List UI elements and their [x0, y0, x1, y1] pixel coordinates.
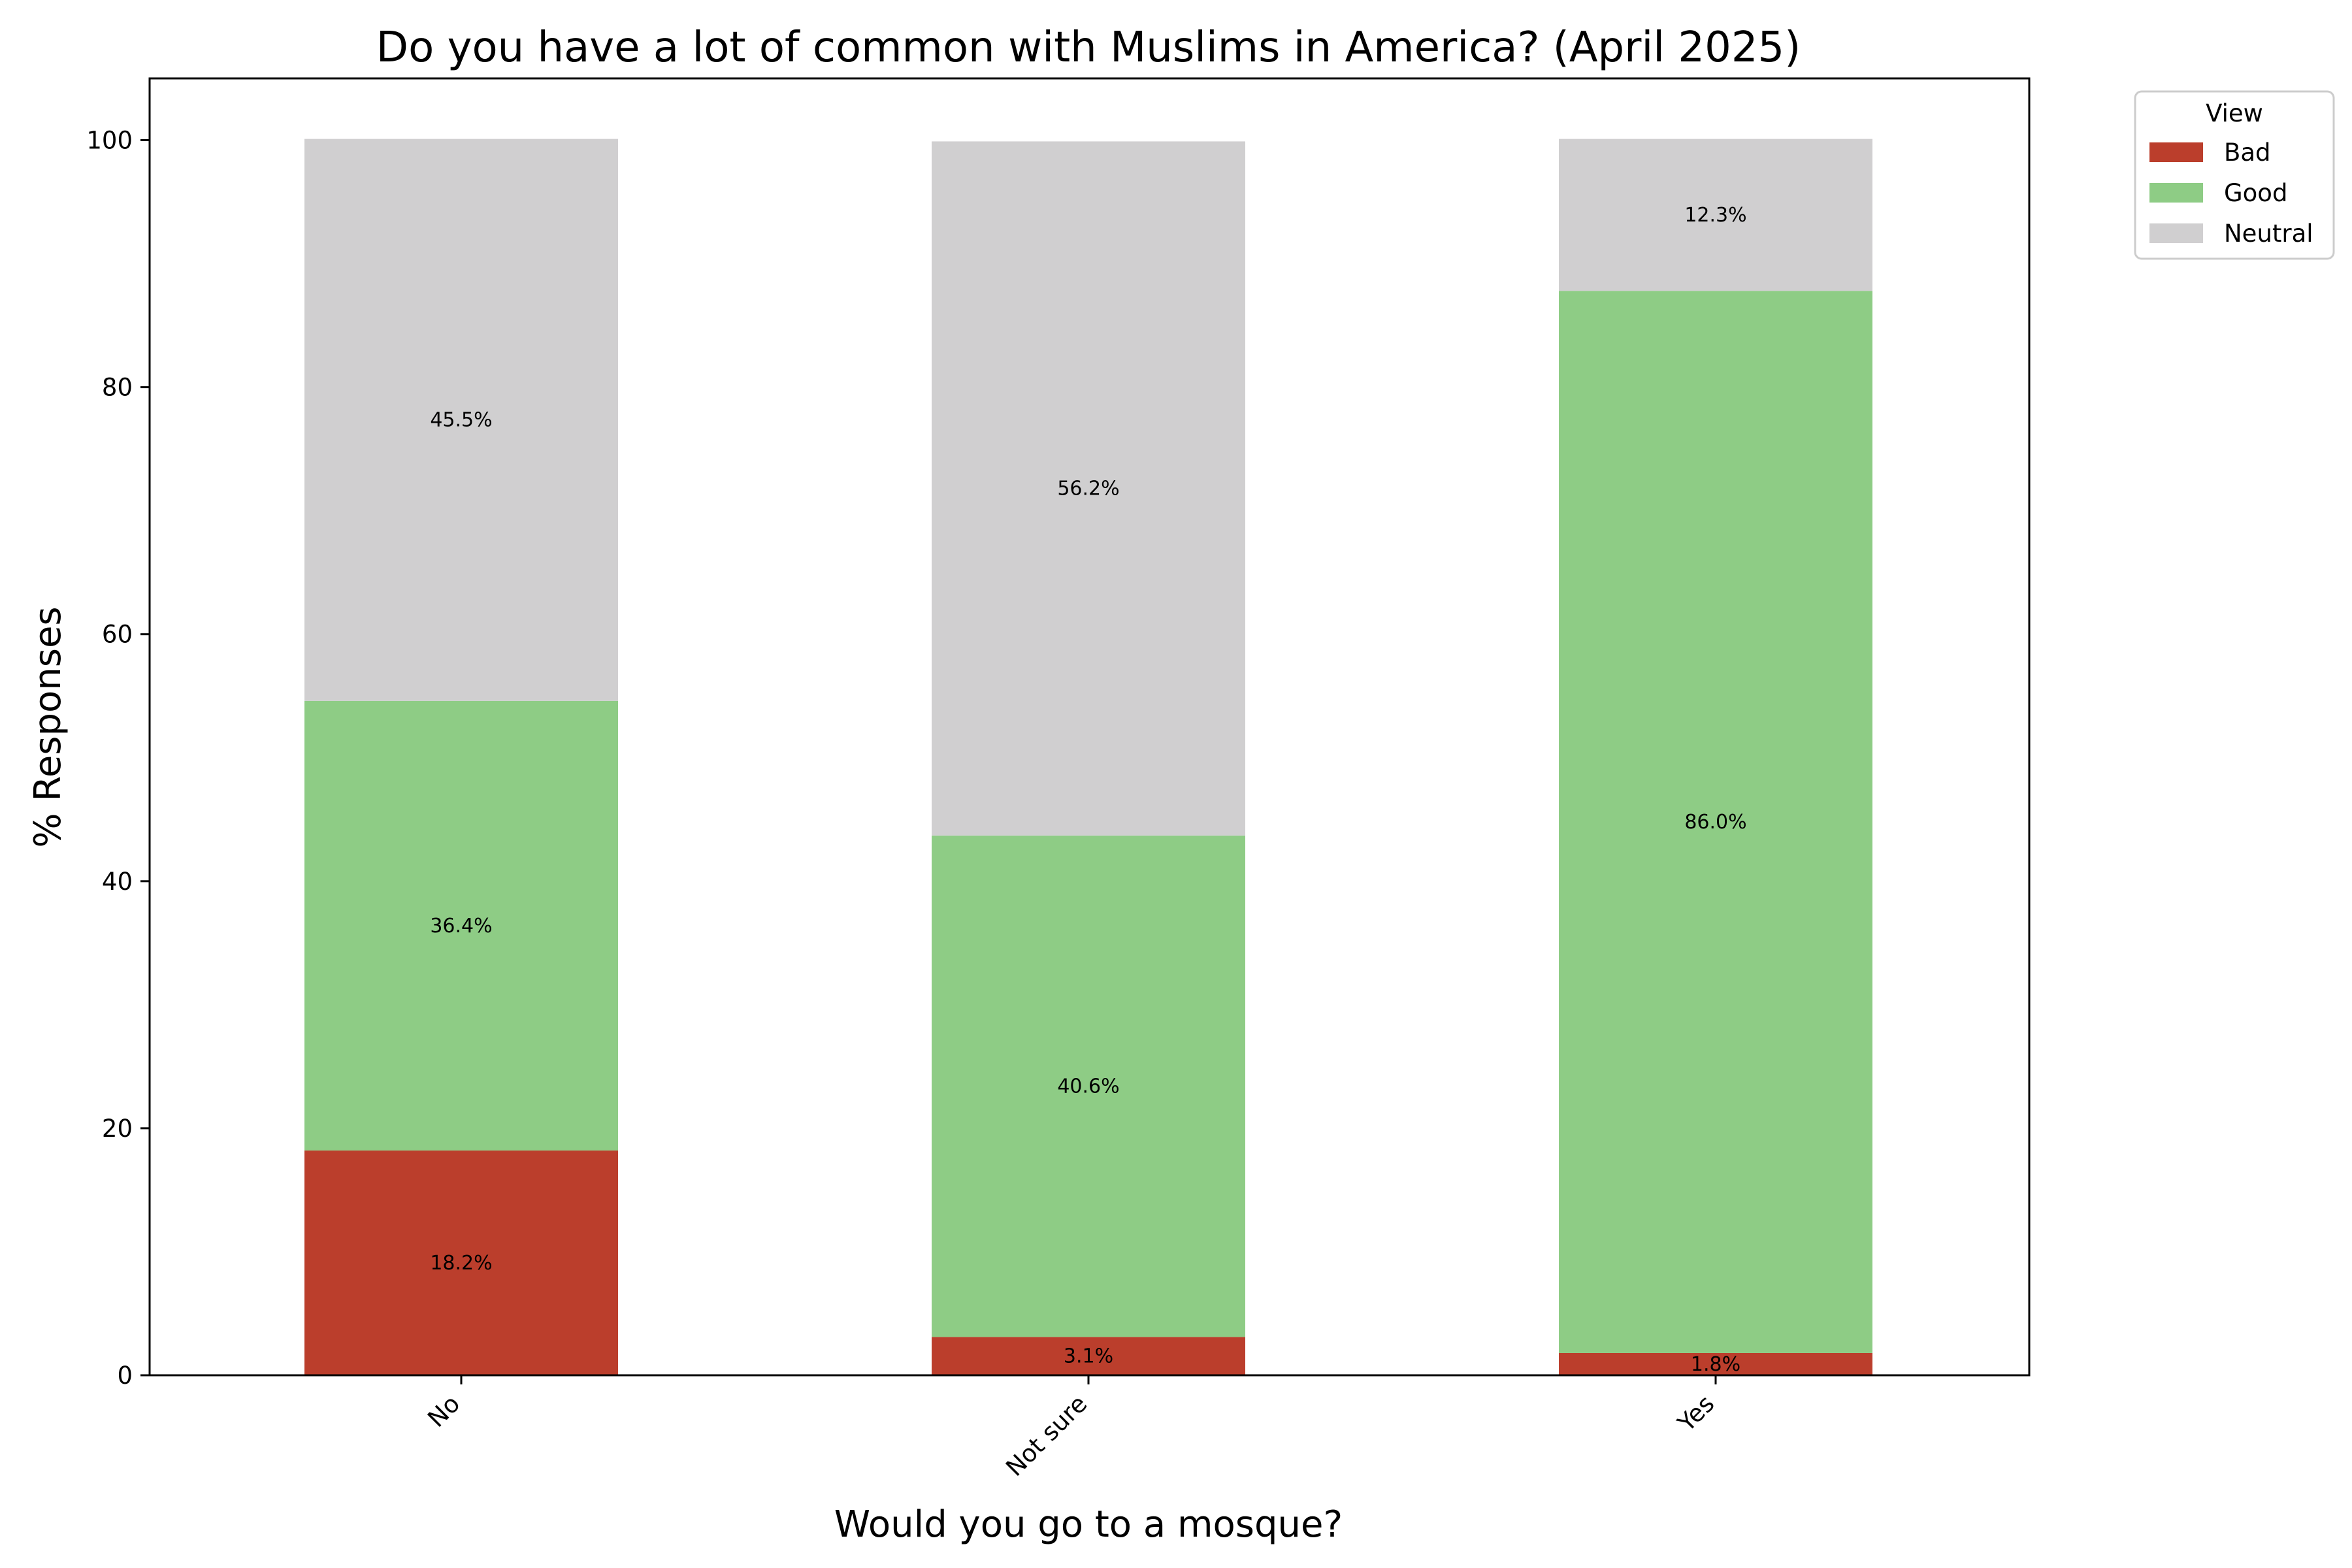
legend-title: View — [2206, 99, 2263, 127]
y-tick-label: 60 — [102, 621, 133, 649]
legend-box — [2134, 90, 2335, 260]
legend-swatch-neutral — [2149, 223, 2203, 243]
data-label-yes-good: 86.0% — [1684, 811, 1746, 834]
plot-area: 18.2% 36.4% 45.5% 3.1% 40.6% 56.2% 1.8% 86.0% 12… — [304, 139, 1872, 1376]
bar-no-bad — [304, 1150, 618, 1375]
legend-label-good: Good — [2224, 179, 2287, 207]
y-tick-label: 80 — [102, 374, 133, 402]
y-tick-label: 40 — [102, 868, 133, 896]
data-label-no-neutral: 45.5% — [430, 409, 492, 432]
bar-yes-bad — [1559, 1352, 1872, 1375]
data-label-not-sure-neutral: 56.2% — [1057, 478, 1119, 500]
data-label-no-good: 36.4% — [430, 915, 492, 938]
y-tick-label: 100 — [86, 127, 133, 155]
legend-swatch-good — [2149, 183, 2203, 203]
data-label-not-sure-bad: 3.1% — [1064, 1345, 1113, 1368]
y-axis: 0 20 40 60 80 100 — [86, 127, 150, 1390]
bar-yes-good — [1559, 291, 1872, 1353]
legend-swatch-bad — [2149, 142, 2203, 162]
data-label-yes-bad: 1.8% — [1691, 1353, 1740, 1376]
chart-title: Do you have a lot of common with Muslims… — [376, 24, 1801, 72]
x-axis-label: Would you go to a mosque? — [834, 1503, 1343, 1546]
bar-yes-neutral — [1559, 139, 1872, 291]
bar-no-good — [304, 700, 618, 1151]
bar-not-sure-bad — [932, 1337, 1245, 1375]
legend-label-bad: Bad — [2224, 139, 2271, 167]
data-label-yes-neutral: 12.3% — [1684, 204, 1746, 227]
legend: View Bad Good Neutral — [2134, 90, 2335, 260]
y-tick-label: 0 — [117, 1362, 133, 1390]
bar-not-sure-good — [932, 835, 1245, 1337]
bar-no-neutral — [304, 139, 618, 701]
legend-label-neutral: Neutral — [2224, 220, 2313, 248]
bar-not-sure-neutral — [932, 141, 1245, 836]
y-axis-label: % Responses — [27, 606, 69, 847]
data-label-no-bad: 18.2% — [430, 1252, 492, 1275]
y-tick-label: 20 — [102, 1115, 133, 1143]
data-label-not-sure-good: 40.6% — [1057, 1075, 1119, 1098]
